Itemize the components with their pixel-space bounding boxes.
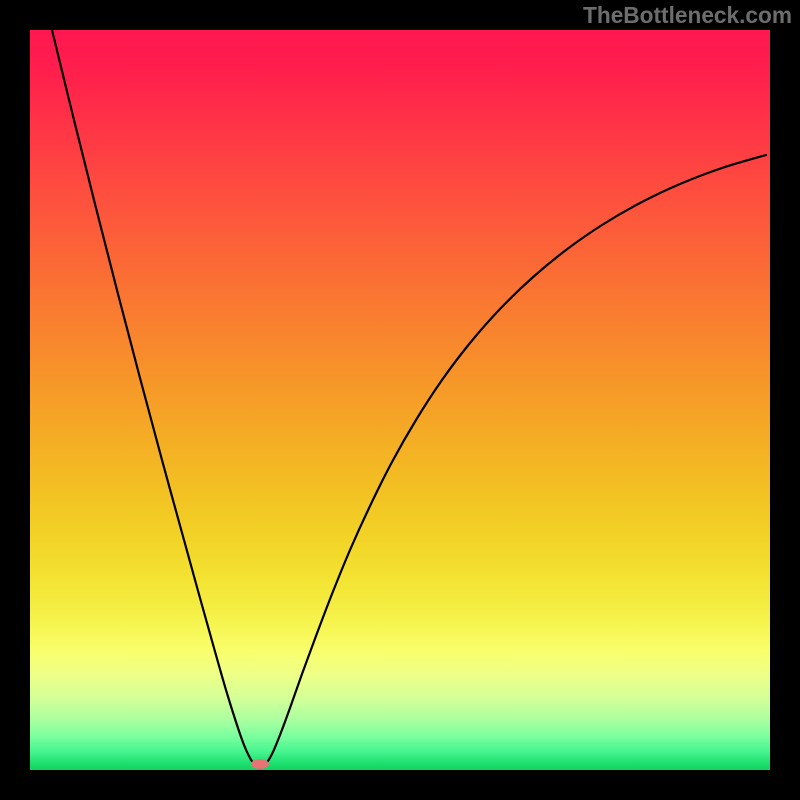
plot-area [30,30,770,770]
watermark-text: TheBottleneck.com [583,2,792,29]
bottleneck-chart [0,0,800,800]
chart-container: TheBottleneck.com [0,0,800,800]
optimum-marker [251,759,269,769]
